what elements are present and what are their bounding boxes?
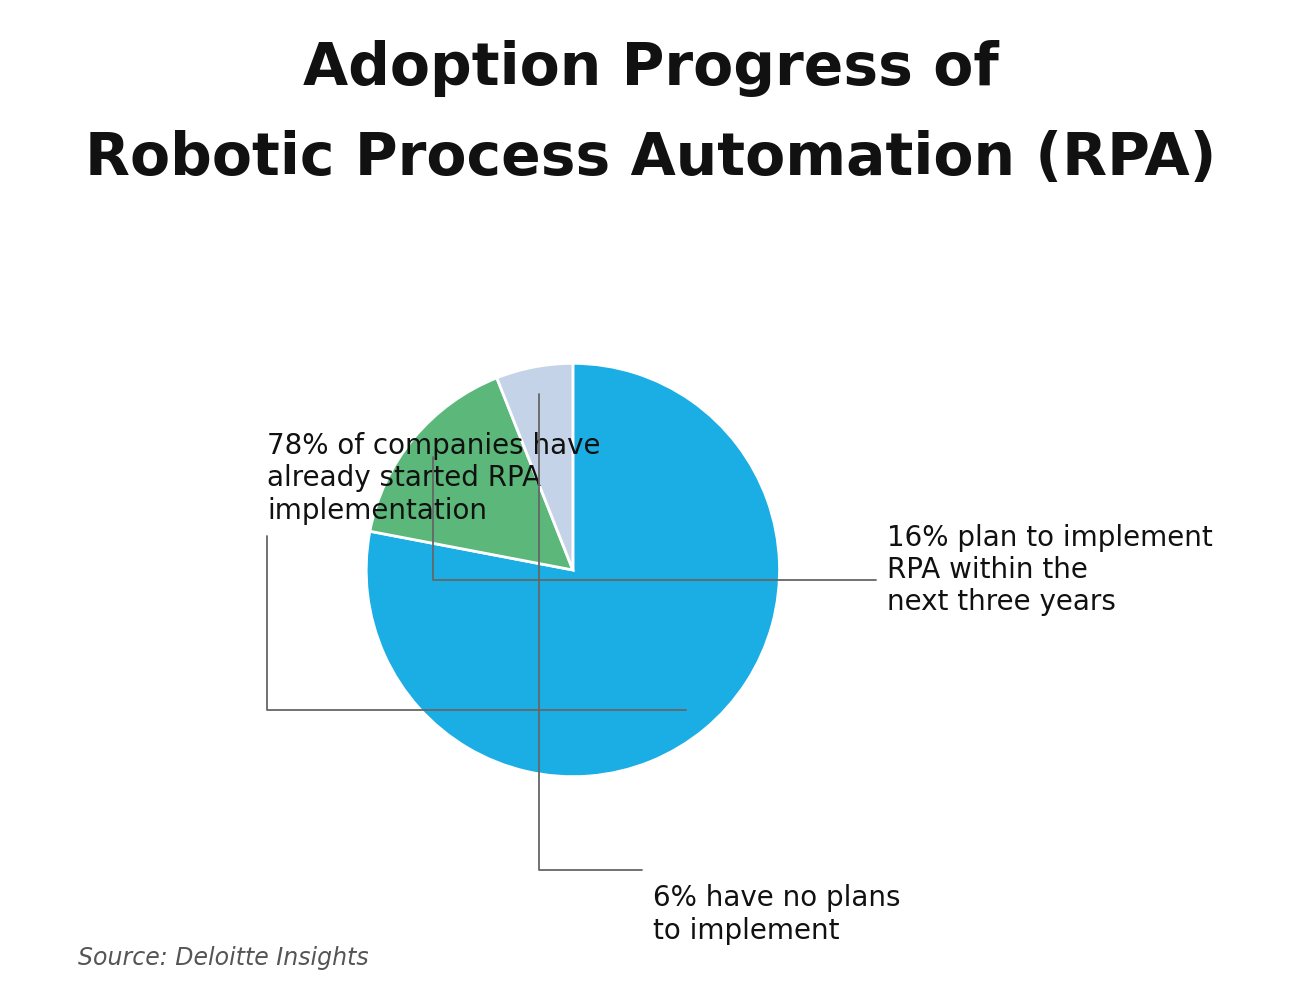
Text: 16% plan to implement
RPA within the
next three years: 16% plan to implement RPA within the nex… [887,524,1212,616]
Text: Adoption Progress of: Adoption Progress of [303,40,999,97]
Wedge shape [366,363,780,777]
Text: 6% have no plans
to implement: 6% have no plans to implement [654,884,901,945]
Wedge shape [497,363,573,570]
Text: Source: Deloitte Insights: Source: Deloitte Insights [78,946,368,970]
Wedge shape [370,378,573,570]
Text: Robotic Process Automation (RPA): Robotic Process Automation (RPA) [86,130,1216,187]
Text: 78% of companies have
already started RPA
implementation: 78% of companies have already started RP… [267,432,600,525]
